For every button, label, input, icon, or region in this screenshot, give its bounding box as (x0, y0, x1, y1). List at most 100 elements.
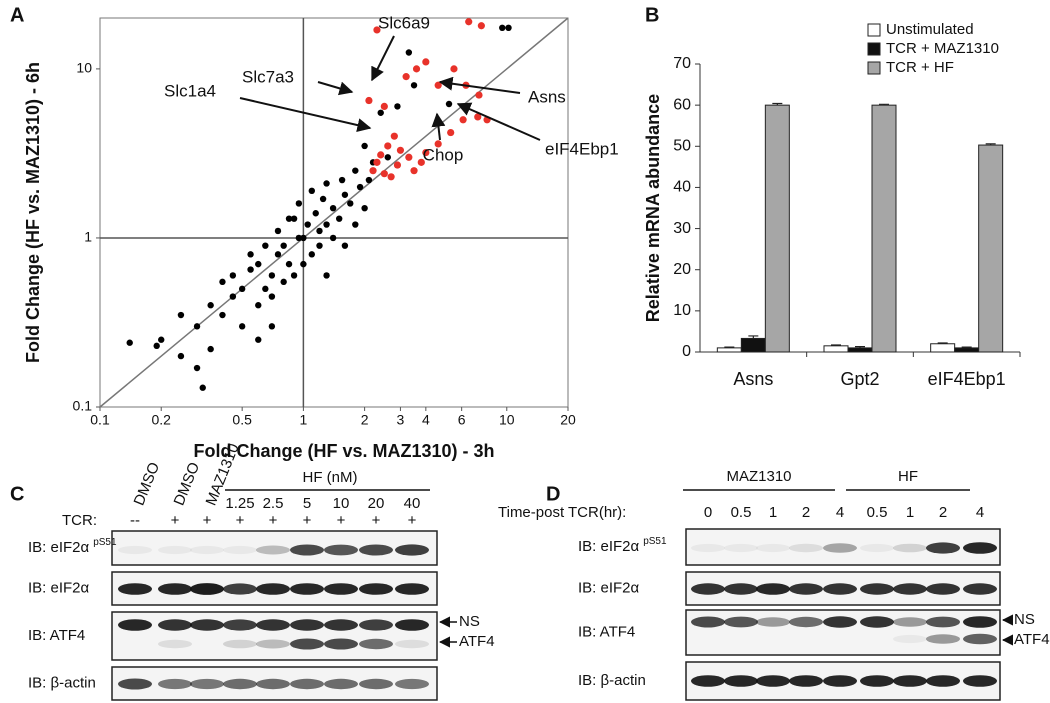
band (756, 675, 790, 687)
y-tick-label: 0 (682, 343, 691, 360)
data-point (422, 148, 430, 157)
data-point (405, 49, 413, 56)
data-point (158, 336, 165, 343)
band (860, 616, 894, 628)
error-bar (724, 346, 735, 348)
data-point (308, 187, 316, 195)
x-tick-label: 2 (361, 412, 369, 428)
row-label-text: IB: ATF4 (578, 623, 635, 640)
data-point (316, 227, 323, 235)
band (158, 619, 192, 631)
time-value: 0 (704, 504, 712, 521)
band (290, 638, 324, 650)
x-tick-label: 20 (560, 412, 576, 428)
row-label-sup: pS51 (643, 536, 667, 547)
annotation-arrow (317, 81, 354, 96)
band (190, 619, 224, 631)
tcr-sign: + (408, 512, 417, 529)
legend-swatch (867, 23, 881, 37)
band (860, 583, 894, 595)
band (724, 543, 758, 553)
data-point (369, 167, 377, 175)
error-bar (855, 346, 865, 348)
band (359, 638, 393, 650)
bar (823, 345, 849, 353)
band (324, 583, 358, 595)
data-point (177, 352, 185, 360)
band (893, 617, 927, 627)
data-point (396, 146, 405, 154)
time-value: 0.5 (731, 504, 752, 521)
data-point (285, 215, 293, 222)
band (290, 678, 324, 690)
time-value: 2 (939, 504, 947, 521)
band (789, 675, 823, 687)
data-point (329, 234, 337, 242)
data-point (247, 251, 254, 258)
row-label: IB: eIF2α pS51 (28, 537, 117, 556)
band (158, 639, 192, 649)
band (395, 544, 429, 556)
band (893, 634, 927, 644)
dose-label: 5 (303, 495, 311, 512)
band (395, 583, 429, 595)
band (926, 616, 960, 628)
band (724, 583, 758, 595)
panel-letter: C (10, 483, 24, 505)
y-tick-label: 0.1 (73, 398, 93, 414)
data-point (319, 195, 327, 203)
group-label: HF (898, 468, 918, 485)
annotation-arrow (438, 76, 521, 94)
x-tick-label: 6 (458, 412, 466, 428)
band (223, 545, 257, 555)
data-point (417, 158, 425, 166)
band (223, 583, 257, 595)
data-point (477, 22, 485, 30)
data-point (290, 215, 298, 222)
x-tick-label: Gpt2 (840, 369, 879, 389)
tcr-sign: + (236, 512, 245, 529)
row-label-text: IB: eIF2α (28, 539, 90, 556)
data-point (377, 109, 384, 116)
time-value: 4 (976, 504, 984, 521)
bar (740, 337, 766, 353)
y-tick-label: 70 (673, 55, 691, 72)
band (290, 619, 324, 631)
annotation-arrow (431, 112, 446, 141)
band (359, 678, 393, 690)
band (691, 543, 725, 553)
data-point (229, 272, 237, 279)
data-point (347, 200, 354, 207)
data-point (193, 323, 201, 330)
data-point (238, 323, 246, 330)
data-point (361, 142, 368, 150)
row-label-text: IB: β-actin (28, 674, 96, 691)
band (691, 616, 725, 628)
data-point (262, 285, 269, 293)
x-tick-label: 0.2 (151, 412, 171, 428)
data-point (290, 272, 298, 279)
time-value: 1 (769, 504, 777, 521)
data-point (219, 311, 226, 319)
data-point (356, 183, 364, 191)
data-point (274, 227, 282, 235)
x-tick-label: 10 (499, 412, 515, 428)
bar (764, 104, 790, 353)
bar (847, 347, 873, 353)
y-tick-label: 30 (673, 220, 691, 237)
blot-panel (111, 611, 438, 661)
row-label-text: IB: eIF2α (578, 538, 640, 555)
data-point (336, 215, 343, 222)
annotation: Slc1a4 (164, 81, 216, 100)
data-point (268, 272, 276, 279)
marker-label: ATF4 (1014, 631, 1050, 648)
band (395, 619, 429, 631)
dose-label: 1.25 (225, 495, 254, 512)
row-label-text: IB: β-actin (578, 672, 646, 689)
data-point (402, 73, 410, 81)
band (118, 619, 152, 631)
data-point (177, 311, 185, 319)
data-point (304, 221, 311, 228)
band (926, 634, 960, 644)
data-point (447, 128, 455, 137)
